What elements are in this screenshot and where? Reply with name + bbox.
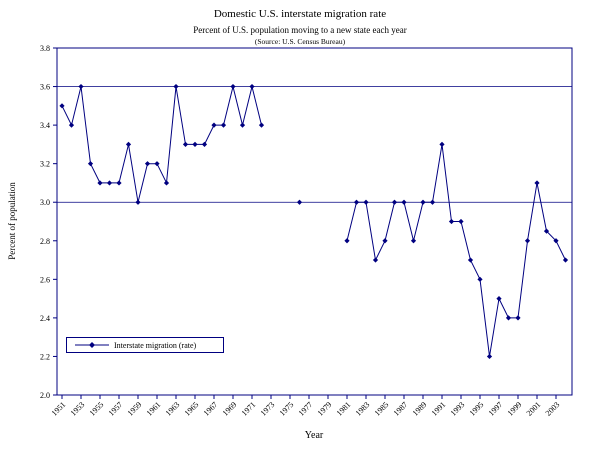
data-point bbox=[496, 296, 502, 302]
data-point bbox=[59, 103, 65, 109]
data-point bbox=[68, 122, 75, 128]
plot-border bbox=[56, 47, 573, 396]
data-point bbox=[515, 315, 521, 321]
data-point bbox=[391, 199, 398, 205]
data-point bbox=[97, 180, 103, 186]
x-tick-label: 1967 bbox=[202, 400, 220, 418]
x-tick-label: 1969 bbox=[221, 400, 239, 418]
x-tick-label: 1957 bbox=[107, 400, 125, 418]
x-tick-label: 1953 bbox=[69, 400, 87, 418]
data-point bbox=[239, 122, 246, 128]
x-tick-label: 1963 bbox=[164, 400, 182, 418]
data-point bbox=[144, 161, 151, 167]
data-point bbox=[372, 257, 379, 263]
data-point bbox=[353, 199, 360, 205]
data-point bbox=[439, 141, 445, 147]
x-tick-label: 1977 bbox=[297, 400, 315, 418]
x-tick-label: 1989 bbox=[411, 400, 429, 418]
data-point bbox=[505, 315, 512, 321]
x-tick-label: 1951 bbox=[50, 400, 68, 418]
x-tick-label: 1995 bbox=[468, 400, 486, 418]
data-series-line bbox=[61, 86, 262, 203]
data-point bbox=[344, 238, 350, 244]
y-tick-label: 3.6 bbox=[40, 83, 50, 92]
chart-subtitle: Percent of U.S. population moving to a n… bbox=[193, 25, 407, 35]
x-tick-label: 1991 bbox=[430, 400, 448, 418]
data-point bbox=[87, 161, 94, 167]
data-point bbox=[173, 83, 179, 90]
x-axis-title: Year bbox=[304, 430, 324, 441]
data-series-line bbox=[346, 144, 566, 357]
y-tick-label: 2.0 bbox=[40, 391, 50, 400]
x-tick-label: 1985 bbox=[373, 400, 391, 418]
chart-source: (Source: U.S. Census Bureau) bbox=[254, 37, 346, 46]
y-tick-label: 3.8 bbox=[40, 44, 50, 53]
y-tick-label: 3.4 bbox=[40, 121, 50, 130]
data-point bbox=[534, 180, 540, 186]
x-tick-label: 1961 bbox=[145, 400, 163, 418]
data-point bbox=[201, 141, 208, 147]
x-tick-label: 2001 bbox=[525, 400, 543, 418]
data-point bbox=[125, 141, 132, 147]
data-point bbox=[429, 199, 436, 205]
x-tick-label: 1981 bbox=[335, 400, 353, 418]
x-tick-label: 1993 bbox=[449, 400, 467, 418]
data-point bbox=[467, 257, 474, 263]
x-tick-label: 2003 bbox=[544, 400, 562, 418]
data-point bbox=[382, 238, 388, 244]
data-point bbox=[410, 238, 417, 244]
legend-label: Interstate migration (rate) bbox=[114, 340, 197, 350]
data-point bbox=[163, 180, 170, 186]
legend: Interstate migration (rate) bbox=[66, 337, 224, 353]
data-point bbox=[220, 122, 227, 128]
data-point bbox=[477, 276, 483, 282]
x-tick-label: 1979 bbox=[316, 400, 334, 418]
x-tick-label: 1971 bbox=[240, 400, 258, 418]
data-point bbox=[448, 218, 455, 225]
x-tick-label: 1999 bbox=[506, 400, 524, 418]
x-tick-label: 1987 bbox=[392, 400, 410, 418]
data-point bbox=[135, 199, 141, 205]
y-tick-label: 2.2 bbox=[40, 352, 50, 361]
data-point bbox=[230, 83, 236, 90]
data-point bbox=[78, 83, 84, 90]
data-point bbox=[553, 238, 559, 244]
x-tick-label: 1955 bbox=[88, 400, 106, 418]
data-point bbox=[458, 218, 464, 225]
data-point bbox=[258, 122, 265, 128]
data-point bbox=[211, 122, 217, 128]
data-point bbox=[486, 353, 493, 360]
data-point bbox=[562, 257, 569, 263]
x-tick-label: 1965 bbox=[183, 400, 201, 418]
data-point bbox=[182, 141, 189, 147]
x-tick-label: 1997 bbox=[487, 400, 505, 418]
y-tick-label: 2.4 bbox=[40, 314, 50, 323]
data-point bbox=[543, 228, 550, 234]
data-point bbox=[524, 238, 531, 244]
x-tick-label: 1959 bbox=[126, 400, 144, 418]
y-tick-label: 2.8 bbox=[40, 237, 50, 246]
data-point bbox=[192, 141, 198, 147]
data-point bbox=[296, 199, 303, 205]
data-point bbox=[363, 199, 369, 205]
y-axis-title: Percent of population bbox=[7, 182, 17, 260]
data-point bbox=[401, 199, 407, 205]
x-tick-label: 1975 bbox=[278, 400, 296, 418]
legend-marker-icon bbox=[75, 342, 109, 348]
data-point bbox=[420, 199, 426, 205]
data-point bbox=[154, 161, 160, 167]
x-tick-label: 1973 bbox=[259, 400, 277, 418]
y-tick-label: 2.6 bbox=[40, 275, 50, 284]
data-point bbox=[106, 180, 113, 186]
data-point bbox=[249, 83, 255, 90]
data-point bbox=[116, 180, 122, 186]
chart-title: Domestic U.S. interstate migration rate bbox=[213, 8, 387, 20]
y-tick-label: 3.2 bbox=[40, 160, 50, 169]
y-tick-label: 3.0 bbox=[40, 198, 50, 207]
x-tick-label: 1983 bbox=[354, 400, 372, 418]
